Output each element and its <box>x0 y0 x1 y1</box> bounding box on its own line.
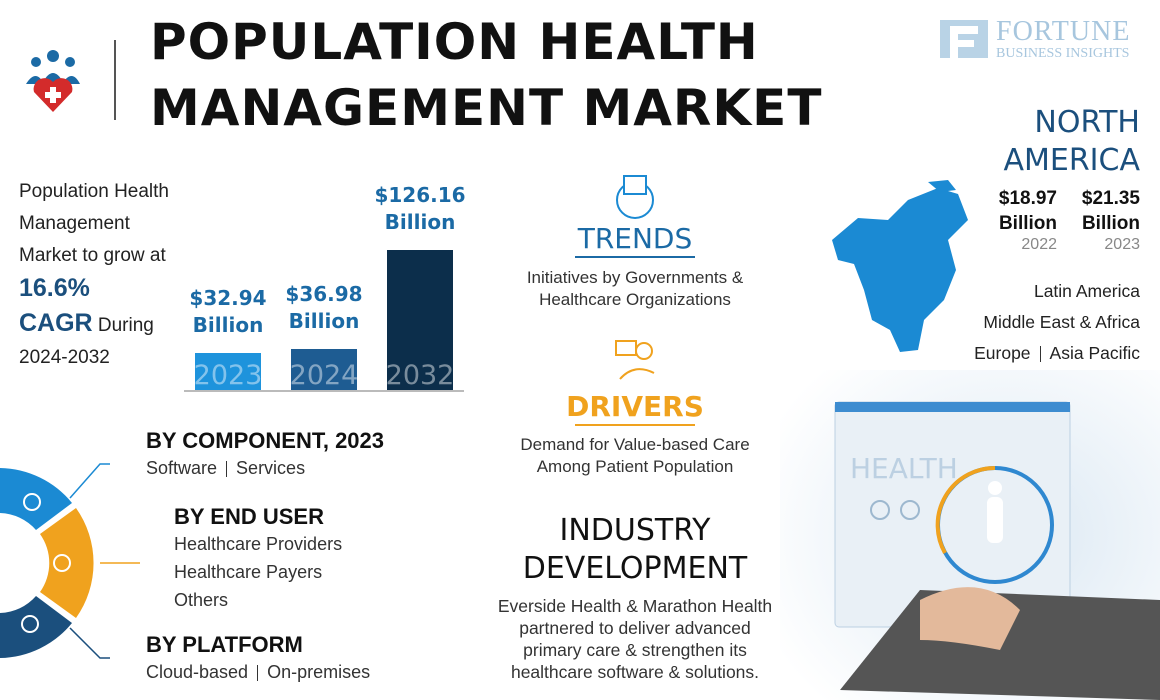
region-item: Latin America <box>1033 281 1140 301</box>
trends-title: TRENDS <box>577 222 693 255</box>
value-label: $36.98 Billion <box>285 281 363 333</box>
segment-title: BY COMPONENT, 2023 <box>146 428 385 453</box>
trends-icon <box>616 175 654 219</box>
value-label: $32.94 Billion <box>189 286 267 338</box>
segment: BY END USER Healthcare Providers Healthcar… <box>174 504 342 614</box>
region-item: Europe <box>974 343 1031 363</box>
region-row: Latin America <box>940 276 1140 307</box>
title-line1: POPULATION HEALTH <box>150 13 759 71</box>
segment-item: Healthcare Providers <box>174 534 343 554</box>
segment-title: BY PLATFORM <box>146 632 303 657</box>
region-item: Asia Pacific <box>1049 343 1140 363</box>
growth-text: Population Health Management Market to g… <box>19 176 189 374</box>
segment-items: Cloud-based On-premises <box>146 658 370 686</box>
value-label: $126.16 Billion <box>374 183 466 234</box>
segment-item: Services <box>236 458 306 478</box>
bar-chart: 2023 $32.94 Billion 2024 $36.98 Billion 2032… <box>180 180 466 392</box>
separator <box>1039 346 1041 363</box>
underline <box>575 424 695 426</box>
region-stat: $21.35 Billion 2023 <box>1068 186 1140 254</box>
region-others: Latin America Middle East & Africa Europe A… <box>940 276 1140 369</box>
growth-period: 2024-2032 <box>19 347 110 368</box>
region-item: Middle East & Africa <box>983 312 1140 332</box>
industry-title: INDUSTRY DEVELOPMENT <box>522 513 748 586</box>
segment-item: Cloud-based <box>146 662 249 682</box>
brand-sub: BUSINESS INSIGHTS <box>996 46 1130 61</box>
x-tick-label: 2024 <box>289 360 359 391</box>
stat-year: 2022 <box>1021 236 1057 253</box>
drivers-title: DRIVERS <box>566 390 704 423</box>
growth-rate: 16.6% <box>19 274 90 302</box>
bar <box>195 353 261 390</box>
separator <box>257 665 259 682</box>
bar <box>291 348 357 390</box>
drivers-icon <box>615 340 655 380</box>
growth-cagr: CAGR <box>19 309 93 337</box>
region-row: Europe Asia Pacific <box>940 338 1140 369</box>
segment-items: Healthcare Providers Healthcare Payers Oth… <box>174 530 342 614</box>
stat-value: $21.35 Billion <box>1081 188 1140 234</box>
segment-item: Software <box>146 458 218 478</box>
x-tick-label: 2032 <box>385 360 455 391</box>
bar <box>387 250 453 390</box>
industry-text: Everside Health & Marathon Health partne… <box>497 596 773 682</box>
segment: BY COMPONENT, 2023 Software Services <box>146 428 384 482</box>
region-stat: $18.97 Billion 2022 <box>985 186 1057 254</box>
segment: BY PLATFORM Cloud-based On-premises <box>146 632 370 686</box>
region-row: Middle East & Africa <box>940 307 1140 338</box>
illustration: HEALTH <box>780 370 1160 700</box>
segment-item: Healthcare Payers <box>174 562 323 582</box>
region-stats: $18.97 Billion 2022 $21.35 Billion 2023 <box>985 186 1140 254</box>
brand-icon <box>940 20 988 58</box>
drivers-text: Demand for Value-based Care Among Patien… <box>520 435 750 476</box>
trends-text: Initiatives by Governments & Healthcare … <box>526 268 744 309</box>
brand: FORTUNE <box>996 16 1131 47</box>
north-america-map <box>832 180 968 352</box>
segment-item: Others <box>174 590 229 610</box>
baseline <box>184 390 464 392</box>
screen-text: HEALTH <box>850 452 958 485</box>
stat-value: $18.97 Billion <box>998 188 1057 234</box>
stat-year: 2023 <box>1104 236 1140 253</box>
region-name: NORTH AMERICA <box>1003 105 1140 178</box>
separator <box>226 461 228 478</box>
logo-icon <box>26 50 80 112</box>
x-tick-label: 2023 <box>193 360 263 391</box>
segment-items: Software Services <box>146 454 384 482</box>
segment-donut <box>0 463 140 659</box>
underline <box>575 256 695 258</box>
segment-item: On-premises <box>267 662 371 682</box>
title-line2: MANAGEMENT MARKET <box>150 79 823 137</box>
divider <box>114 40 116 120</box>
segment-title: BY END USER <box>174 504 324 529</box>
growth-intro: Population Health Management Market to g… <box>19 181 169 266</box>
growth-during: During <box>97 315 154 336</box>
